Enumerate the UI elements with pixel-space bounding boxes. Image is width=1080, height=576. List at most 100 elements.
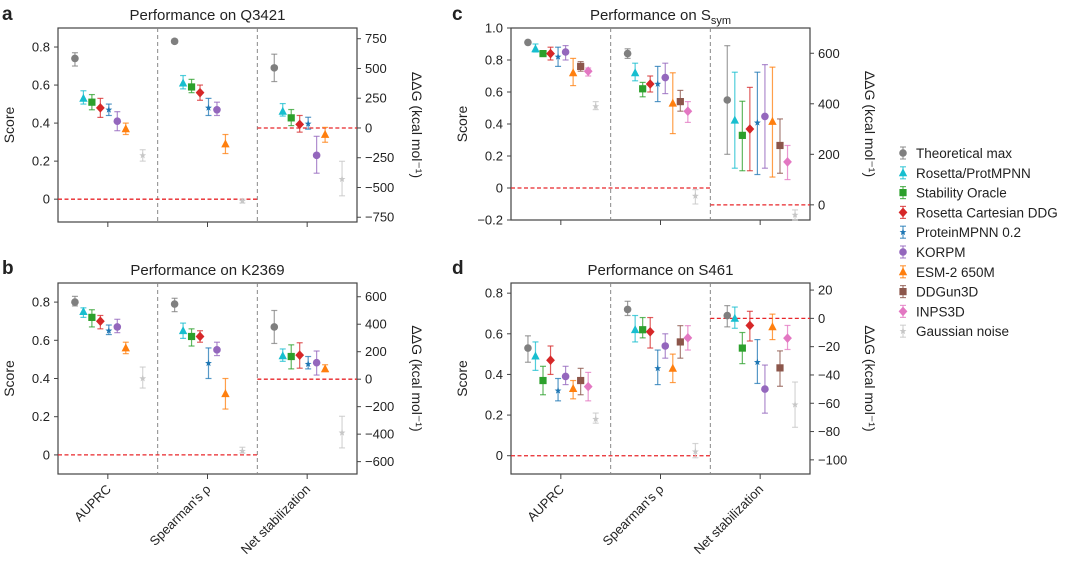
y-tick-label: 0.8: [32, 40, 50, 55]
point-korpm: [213, 341, 221, 357]
y-tick-label: 0.6: [485, 85, 503, 100]
marker-rosetta-cartesian-ddg: [745, 124, 755, 134]
point-korpm: [312, 350, 321, 376]
point-esm-2-650m: [221, 133, 230, 155]
marker-esm-2-650m: [221, 389, 230, 398]
marker-gaussian-noise: [238, 447, 246, 454]
point-rosetta-cartesian-ddg: [645, 316, 655, 349]
point-rosetta-cartesian-ddg: [195, 84, 205, 101]
panel-title: Performance on S461: [588, 262, 734, 279]
point-proteinmpnn-0-2: [205, 97, 212, 117]
point-proteinmpnn-0-2: [654, 65, 662, 103]
marker-theoretical-max: [623, 49, 632, 58]
point-stability-oracle: [88, 93, 96, 111]
point-rosetta-cartesian-ddg: [745, 310, 755, 342]
legend-label: Rosetta Cartesian DDG: [916, 205, 1058, 220]
group-spearman-s: [170, 37, 246, 204]
marker-theoretical-max: [623, 305, 632, 314]
y-tick-label: 0.8: [32, 295, 50, 310]
marker-rosetta-protmpnn: [79, 307, 88, 316]
panel-title: Performance on Ssym: [590, 7, 731, 27]
legend-marker-rosetta-cartesian-ddg: [898, 207, 908, 218]
y2-tick-label: 20: [818, 283, 832, 298]
marker-korpm: [113, 323, 122, 331]
y2-tick-label: 750: [365, 31, 387, 46]
marker-inps3d: [683, 333, 693, 343]
legend-marker-korpm: [899, 248, 907, 256]
group-spearman-s: [623, 48, 699, 205]
marker-gaussian-noise: [238, 197, 246, 204]
y2-tick-label: 400: [818, 96, 840, 111]
point-gaussian-noise: [791, 209, 799, 221]
y2-tick-label: −600: [365, 454, 394, 469]
marker-inps3d: [583, 66, 593, 76]
marker-stability-oracle: [287, 352, 295, 361]
point-esm-2-650m: [121, 341, 130, 355]
marker-stability-oracle: [287, 114, 295, 122]
point-esm-2-650m: [320, 364, 330, 373]
point-ddgun3d: [676, 89, 684, 112]
marker-ddgun3d: [577, 62, 585, 70]
y-tick-label: 0.8: [485, 286, 503, 301]
marker-rosetta-cartesian-ddg: [546, 355, 555, 366]
point-inps3d: [583, 371, 593, 402]
point-theoretical-max: [71, 295, 79, 307]
point-esm-2-650m: [568, 379, 578, 400]
y2-axis-label: ΔΔG (kcal mol⁻¹): [409, 72, 425, 178]
marker-proteinmpnn-0-2: [753, 358, 761, 366]
point-esm-2-650m: [768, 66, 777, 178]
legend-label: Stability Oracle: [916, 186, 1007, 201]
legend-marker-stability-oracle: [899, 189, 907, 197]
x-tick-label: AUPRC: [71, 482, 114, 525]
group-net-stabilization: [270, 309, 346, 449]
point-esm-2-650m: [668, 353, 677, 384]
marker-rosetta-protmpnn: [79, 93, 88, 102]
point-gaussian-noise: [139, 149, 147, 162]
y-axis-label: Score: [1, 360, 17, 397]
point-proteinmpnn-0-2: [753, 71, 761, 176]
point-gaussian-noise: [791, 381, 799, 428]
marker-theoretical-max: [723, 311, 732, 320]
plot-frame: [57, 27, 358, 223]
marker-ddgun3d: [776, 364, 784, 372]
point-rosetta-protmpnn: [178, 322, 188, 339]
point-ddgun3d: [776, 350, 784, 387]
point-gaussian-noise: [139, 366, 147, 389]
legend-label: DDGun3D: [916, 285, 979, 300]
point-rosetta-cartesian-ddg: [295, 114, 305, 133]
marker-gaussian-noise: [592, 415, 600, 423]
marker-korpm: [661, 342, 670, 350]
marker-rosetta-protmpnn: [630, 68, 640, 77]
panel-title: Performance on Q3421: [130, 7, 286, 24]
marker-gaussian-noise: [691, 448, 699, 455]
point-ddgun3d: [577, 367, 585, 396]
legend-label: Rosetta/ProtMPNN: [916, 166, 1031, 181]
marker-proteinmpnn-0-2: [304, 360, 312, 367]
point-esm-2-650m: [221, 377, 230, 410]
marker-rosetta-protmpnn: [730, 313, 740, 322]
legend-marker-rosetta-protmpnn: [898, 168, 908, 177]
marker-korpm: [761, 112, 769, 121]
point-korpm: [761, 64, 769, 169]
point-stability-oracle: [539, 50, 547, 58]
marker-rosetta-cartesian-ddg: [645, 326, 655, 337]
point-inps3d: [783, 144, 792, 181]
point-korpm: [761, 364, 769, 414]
point-esm-2-650m: [668, 72, 677, 135]
y2-tick-label: −400: [365, 427, 394, 442]
x-tick-label: AUPRC: [524, 482, 567, 525]
legend-marker-ddgun3d: [899, 288, 907, 296]
point-korpm: [661, 62, 670, 95]
point-proteinmpnn-0-2: [304, 355, 312, 370]
point-gaussian-noise: [691, 442, 699, 459]
y2-tick-label: 600: [818, 46, 840, 61]
marker-stability-oracle: [539, 376, 547, 385]
y-tick-label: −0.2: [477, 213, 503, 228]
panel-b: b Performance on K2369 0 0.2 0.4 0.6 0.8 −600 −4…: [1, 258, 425, 557]
legend-item-rosetta-cartesian-ddg: Rosetta Cartesian DDG: [898, 205, 1058, 220]
point-theoretical-max: [170, 297, 179, 313]
marker-ddgun3d: [776, 141, 784, 150]
y2-tick-label: 200: [818, 147, 840, 162]
marker-theoretical-max: [524, 38, 532, 47]
